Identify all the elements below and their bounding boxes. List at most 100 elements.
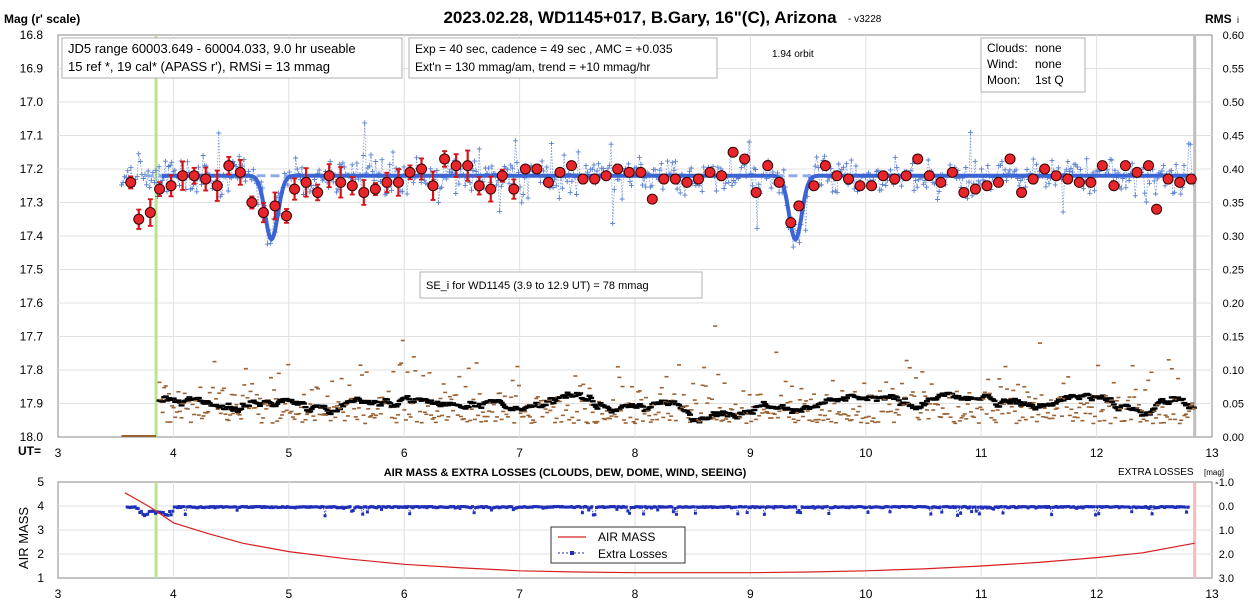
raw-point: [969, 193, 975, 199]
raw-point: [410, 180, 416, 186]
binned-point: [692, 173, 704, 185]
extra-losses-point: [223, 505, 226, 509]
raw-point: [268, 240, 274, 246]
main-y2-tick-label: 0.20: [1223, 298, 1244, 310]
raw-point: [1065, 159, 1071, 165]
raw-point: [699, 188, 705, 194]
extra-losses-point: [536, 505, 540, 509]
raw-point: [199, 181, 204, 187]
extra-losses-point: [1010, 505, 1014, 509]
extra-losses-point: [430, 505, 434, 508]
raw-point: [738, 165, 744, 171]
extra-losses-point: [1054, 505, 1058, 508]
extra-losses-point: [836, 506, 840, 509]
extra-losses-point: [276, 506, 280, 510]
extra-losses-point: [579, 505, 583, 509]
extra-losses-point: [697, 505, 700, 509]
raw-point: [657, 167, 663, 173]
main-x-tick-label: 12: [1090, 446, 1104, 460]
extra-losses-point: [832, 505, 835, 509]
extra-losses-point: [753, 506, 757, 510]
extra-losses-point: [825, 505, 829, 509]
extra-losses-point: [1025, 505, 1028, 509]
lower-y-tick-label: 5: [37, 475, 44, 489]
raw-point: [815, 165, 821, 171]
extra-losses-point: [249, 505, 253, 509]
extra-losses-point: [995, 505, 999, 509]
raw-point: [162, 158, 168, 164]
binned-point: [462, 160, 474, 172]
extra-losses-point: [1037, 505, 1041, 509]
raw-point: [1060, 209, 1066, 215]
extra-losses-point: [251, 505, 255, 509]
binned-point: [404, 166, 416, 178]
binned-point: [981, 180, 993, 192]
extra-losses-point: [974, 509, 978, 513]
extra-losses-point: [1128, 506, 1132, 509]
orbit-label: 1.94 orbit: [772, 49, 814, 60]
raw-point: [494, 182, 500, 188]
raw-point: [1161, 162, 1167, 168]
extra-losses-point: [744, 505, 748, 509]
main-x-tick-label: 6: [401, 446, 408, 460]
binned-point: [785, 217, 797, 229]
extra-losses-point: [265, 505, 269, 509]
raw-point: [1129, 160, 1135, 166]
binned-point: [612, 163, 624, 175]
info-box-left-line1: JD5 range 60003.649 - 60004.033, 9.0 hr …: [68, 41, 356, 56]
extra-losses-point: [719, 505, 722, 509]
extra-losses-point: [929, 512, 933, 516]
extra-losses-point: [897, 505, 901, 509]
lower-y-tick-label: 3: [37, 523, 44, 537]
extra-losses-point: [940, 510, 944, 514]
extra-losses-point: [405, 506, 409, 509]
raw-point: [379, 157, 385, 163]
raw-point: [1030, 156, 1036, 162]
extra-losses-point: [626, 509, 630, 513]
extra-losses-point: [761, 505, 765, 509]
raw-point: [428, 166, 434, 172]
lower-reference-lines: [154, 483, 1197, 578]
extra-losses-point: [748, 506, 752, 510]
lower-y2-tick-label: -1.0: [1215, 477, 1234, 489]
extra-losses-point: [197, 505, 201, 509]
extra-losses-point: [960, 505, 964, 509]
binned-point: [369, 183, 381, 195]
extra-losses-point: [323, 514, 327, 518]
raw-point: [629, 183, 634, 189]
raw-point: [553, 183, 559, 189]
extra-losses-point: [584, 505, 587, 508]
extra-losses-point: [907, 505, 911, 508]
info-box-center-frame: [408, 37, 718, 79]
extra-losses-point: [299, 505, 303, 509]
wind-value: none: [1035, 57, 1062, 71]
binned-point: [381, 176, 393, 188]
extra-losses-point: [635, 505, 639, 509]
extra-losses-point: [615, 507, 619, 511]
extra-losses-point: [835, 505, 839, 509]
extra-losses-point: [963, 505, 967, 509]
extra-losses-point: [789, 505, 793, 509]
extra-losses-point: [945, 505, 948, 509]
extra-losses-point: [527, 505, 531, 509]
extra-losses-point: [342, 506, 346, 510]
raw-point: [1123, 185, 1129, 191]
raw-point: [434, 168, 440, 173]
raw-point: [797, 240, 802, 246]
extra-losses-point: [904, 505, 908, 509]
extra-losses-point: [130, 505, 134, 509]
binned-point: [1085, 176, 1097, 188]
extra-losses-point: [902, 505, 906, 508]
extra-losses-series: [125, 505, 1190, 518]
extra-losses-point: [1183, 505, 1187, 509]
raw-point: [914, 184, 920, 190]
extra-losses-point: [968, 505, 972, 509]
extra-losses-point: [993, 505, 997, 509]
extra-losses-point: [949, 505, 953, 509]
extra-losses-point: [125, 505, 129, 509]
raw-point: [128, 164, 134, 170]
lower-panel-title: AIR MASS & EXTRA LOSSES (CLOUDS, DEW, DO…: [384, 467, 747, 479]
extra-losses-point: [375, 506, 379, 510]
extra-losses-point: [1083, 505, 1087, 509]
extra-losses-point: [147, 510, 151, 514]
